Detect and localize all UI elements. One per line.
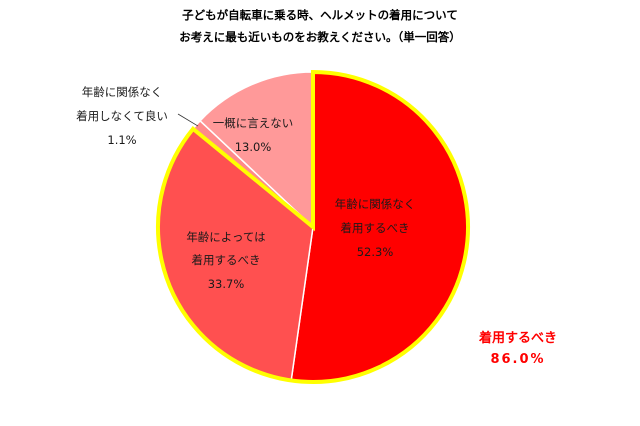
slice-label-2b: 着用するべき [192, 253, 261, 267]
slice-label-1a: 年齢に関係なく [335, 197, 416, 211]
slice-value-4: 13.0% [235, 140, 272, 154]
slice-label-4: 一概に言えない [213, 116, 294, 130]
slice-label-3a: 年齢に関係なく [82, 85, 163, 99]
chart-title-line-2: お考えに最も近いものをお教えください。（単一回答） [179, 30, 461, 44]
slice-label-2a: 年齢によっては [186, 230, 265, 244]
slice-label-3b: 着用しなくて良い [76, 109, 168, 123]
slice-label-1b: 着用するべき [341, 221, 410, 235]
pie-slice-4 [199, 71, 314, 229]
highlight-outline [156, 69, 470, 384]
chart-title-line-1: 子どもが自転車に乗る時、ヘルメットの着用について [182, 8, 458, 22]
callout-label: 着用するべき [478, 330, 557, 346]
callout-value: 86.0% [490, 352, 545, 367]
slice-value-3: 1.1% [107, 133, 136, 147]
slice-value-1: 52.3% [357, 245, 394, 259]
chart-title: 子どもが自転車に乗る時、ヘルメットの着用について お考えに最も近いものをお教えく… [0, 4, 640, 48]
leader-line [177, 113, 199, 127]
slice-value-2: 33.7% [208, 277, 245, 291]
